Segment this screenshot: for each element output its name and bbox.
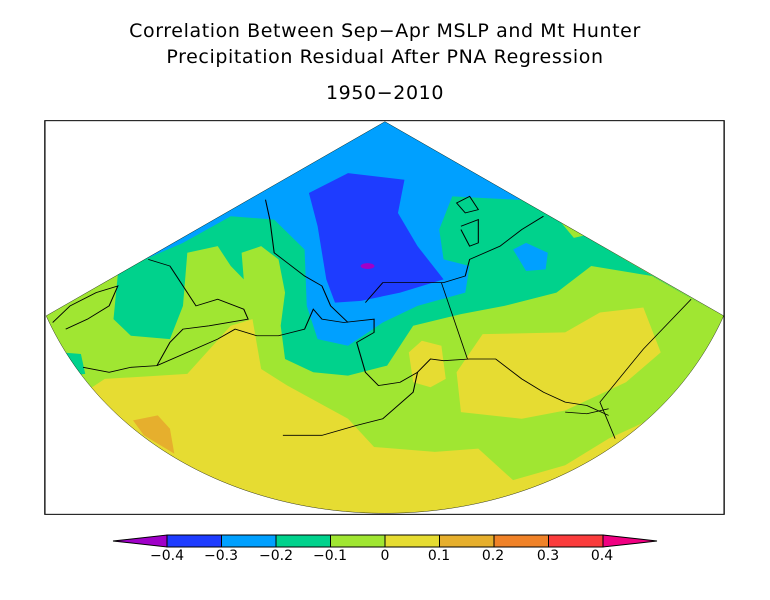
map-frame [44,120,725,515]
title-line-2: Precipitation Residual After PNA Regress… [166,46,604,68]
map-boundary [45,121,724,514]
colorbar-segment [275,534,331,548]
colorbar-segment [221,534,277,548]
colorbar-segment [439,534,495,548]
colorbar-label: 0.2 [481,548,505,564]
title-line-3: 1950−2010 [325,82,445,104]
colorbar-label: −0.3 [204,548,238,564]
region-neg0.3-to-neg0.2-patch [513,242,548,272]
coastlines [52,195,609,436]
colorbar-segment [493,534,549,548]
region-neg0.4-to-neg0.3 [308,173,444,303]
colorbar-segment [548,534,604,548]
colorbar-segment [384,534,440,548]
region-0-to-0.1-south [46,319,724,514]
colorbar-label: −0.1 [313,548,347,564]
border-lines [440,282,692,439]
correlation-map [44,120,725,515]
colorbar-label: 0.1 [427,548,451,564]
colorbar-segment [166,534,222,548]
colorbar-label: 0.4 [590,548,614,564]
colorbar-label: 0.3 [536,548,560,564]
title-line-1: Correlation Between Sep−Apr MSLP and Mt … [129,20,641,42]
region-0-to-0.1-island [408,340,446,388]
colorbar-label: 0 [380,548,390,564]
region-below-neg0.4 [360,263,375,270]
colorbar-extend-low [112,534,168,548]
region-0-to-0.1-east [456,307,661,419]
region-0.1-to-0.2 [133,415,175,454]
colorbar-label: −0.4 [150,548,184,564]
colorbar-extend-high [602,534,658,548]
colorbar-label: −0.2 [259,548,293,564]
colorbar-segment [330,534,386,548]
